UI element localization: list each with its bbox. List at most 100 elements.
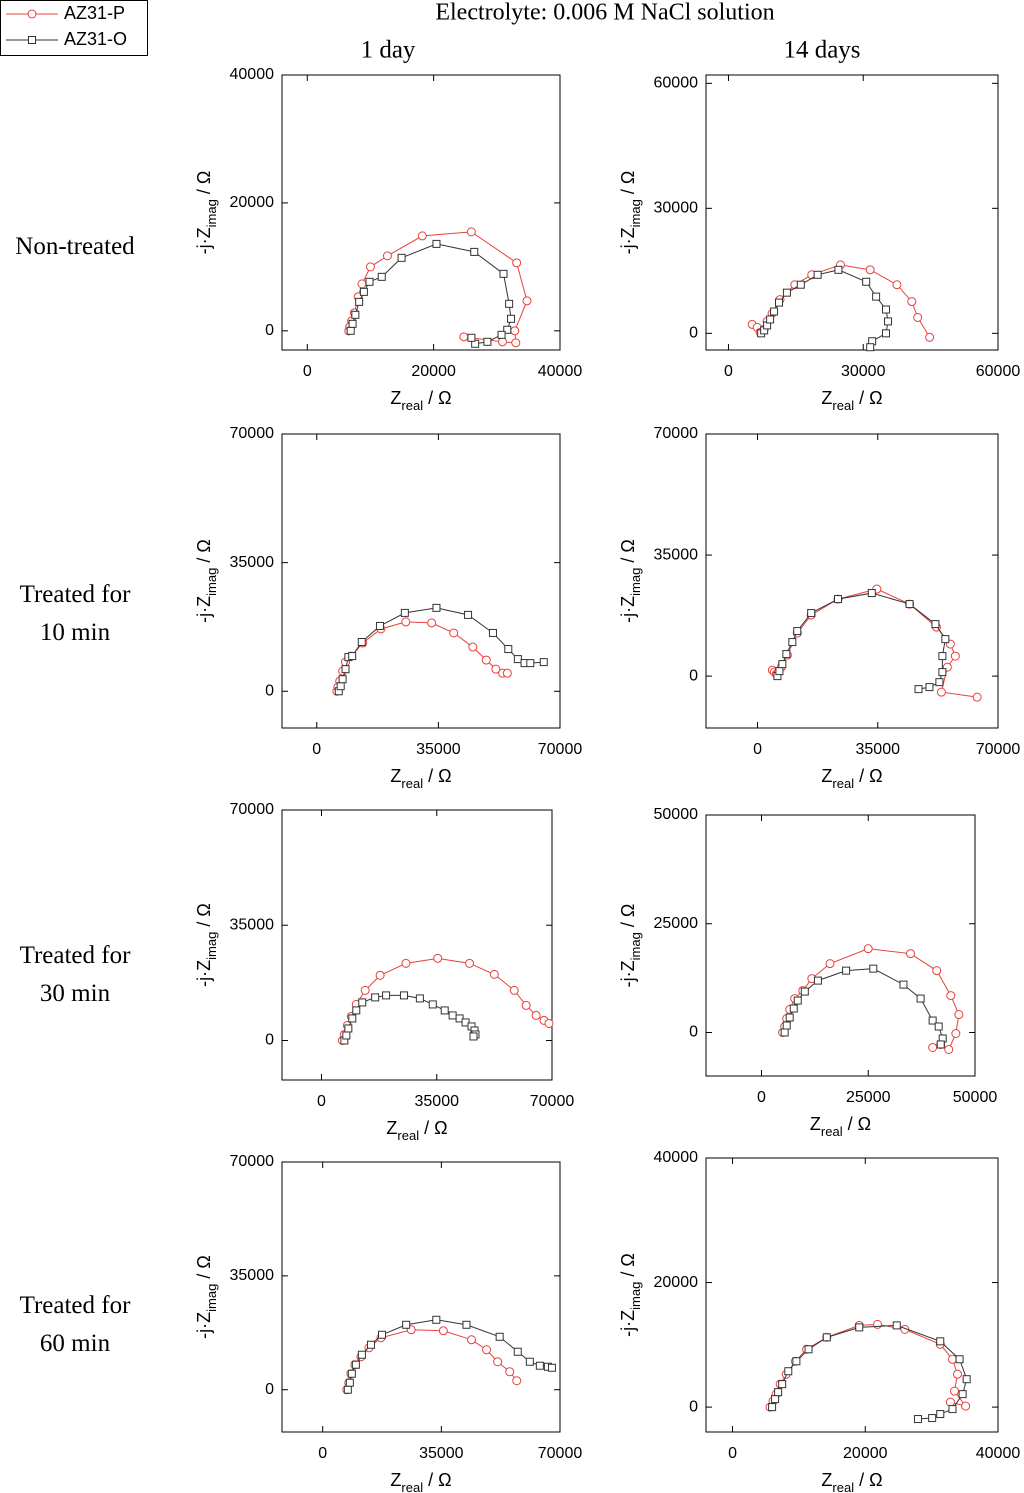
- y-axis-label-unit: / Ω: [194, 171, 214, 194]
- row-label: Treated for 60 min: [19, 1292, 131, 1357]
- data-point: [382, 991, 391, 1000]
- plot-frame: [705, 1157, 999, 1433]
- row-label: Treated for 10 min: [19, 581, 131, 646]
- x-axis-label-main: Z: [821, 388, 832, 408]
- data-point: [512, 1376, 522, 1386]
- x-axis-label: Zreal / Ω: [821, 766, 882, 791]
- data-point: [825, 959, 835, 969]
- y-tick-label: 20000: [230, 194, 275, 211]
- y-axis-label-unit: / Ω: [618, 1253, 638, 1276]
- data-point: [782, 650, 791, 659]
- data-point: [822, 1333, 831, 1342]
- y-tick-label: 35000: [230, 1267, 275, 1284]
- series-line: [347, 1319, 553, 1390]
- x-tick-label: 70000: [538, 1445, 583, 1462]
- data-point: [464, 610, 473, 619]
- data-point: [872, 292, 881, 301]
- y-tick-label: 25000: [654, 915, 699, 932]
- data-point: [428, 1000, 437, 1009]
- data-point: [507, 314, 516, 323]
- x-tick-label: 20000: [843, 1445, 888, 1462]
- x-axis-label-sub: real: [397, 1128, 419, 1143]
- x-axis-label-sub: real: [832, 1480, 854, 1493]
- data-point: [544, 1018, 554, 1028]
- data-point: [438, 1326, 448, 1336]
- data-point: [862, 277, 871, 286]
- data-point: [947, 1354, 957, 1364]
- y-tick-label: 40000: [230, 66, 275, 83]
- x-tick-label: 0: [753, 741, 762, 758]
- data-point: [950, 651, 960, 661]
- data-point: [397, 253, 406, 262]
- data-point: [775, 667, 784, 676]
- data-point: [785, 1013, 794, 1022]
- data-point: [780, 1028, 789, 1037]
- x-axis-label: Zreal / Ω: [810, 1114, 871, 1139]
- x-axis-label: Zreal / Ω: [390, 766, 451, 791]
- data-point: [357, 638, 366, 647]
- data-point: [792, 1357, 801, 1366]
- data-point: [399, 991, 408, 1000]
- x-tick-label: 0: [318, 1445, 327, 1462]
- data-point: [936, 1410, 945, 1419]
- x-axis-label-main: Z: [810, 1114, 821, 1134]
- data-point: [949, 1386, 959, 1396]
- data-point: [344, 1024, 353, 1033]
- y-axis-label: -j·Zimag / Ω: [194, 539, 219, 623]
- x-tick-label: 30000: [841, 363, 886, 380]
- series-line: [336, 621, 508, 692]
- data-point: [505, 299, 514, 308]
- data-point: [400, 608, 409, 617]
- y-axis-label-main: -j·Z: [194, 596, 214, 623]
- data-point: [378, 1330, 387, 1339]
- data-point: [928, 1016, 937, 1025]
- data-point: [782, 1021, 791, 1030]
- x-tick-label: 70000: [530, 1093, 575, 1110]
- plot-frame: [281, 1161, 561, 1433]
- data-point: [916, 994, 925, 1003]
- y-tick-label: 0: [689, 667, 698, 684]
- data-point: [365, 262, 375, 272]
- data-point: [375, 621, 384, 630]
- data-point: [800, 987, 809, 996]
- y-axis-label-unit: / Ω: [194, 1255, 214, 1278]
- data-point: [513, 1347, 522, 1356]
- data-point: [448, 1011, 457, 1020]
- plot-frame: [281, 74, 561, 351]
- y-tick-label: 20000: [654, 1274, 699, 1291]
- legend-marker: [27, 9, 37, 19]
- y-axis-label-main: -j·Z: [194, 960, 214, 987]
- data-point: [359, 287, 368, 296]
- x-axis-label-unit: / Ω: [428, 1470, 451, 1490]
- data-point: [495, 1332, 504, 1341]
- data-point: [934, 1022, 943, 1031]
- y-tick-label: 30000: [654, 200, 699, 217]
- plot-frame: [705, 433, 999, 729]
- x-tick-label: 0: [317, 1093, 326, 1110]
- data-point: [778, 660, 787, 669]
- legend-label: AZ31-P: [64, 3, 125, 23]
- data-point: [953, 1369, 963, 1379]
- data-point: [402, 1320, 411, 1329]
- data-point: [481, 655, 491, 665]
- data-point: [945, 1397, 955, 1407]
- data-point: [357, 1350, 366, 1359]
- y-axis-label-sub: imag: [628, 568, 643, 596]
- series-line: [348, 231, 528, 344]
- x-axis-label-unit: / Ω: [859, 388, 882, 408]
- data-point: [775, 298, 783, 307]
- data-point: [931, 620, 940, 629]
- data-point: [513, 655, 522, 664]
- y-axis-label-unit: / Ω: [618, 539, 638, 562]
- y-tick-label: 0: [689, 325, 698, 342]
- x-axis-label-main: Z: [390, 388, 401, 408]
- data-point: [866, 343, 875, 352]
- data-point: [341, 665, 350, 674]
- series-line: [350, 243, 512, 345]
- y-axis-label-main: -j·Z: [618, 227, 638, 254]
- y-axis-label-main: -j·Z: [618, 1310, 638, 1337]
- y-axis-label-sub: imag: [628, 932, 643, 960]
- data-point: [863, 944, 873, 954]
- y-tick-label: 35000: [230, 916, 275, 933]
